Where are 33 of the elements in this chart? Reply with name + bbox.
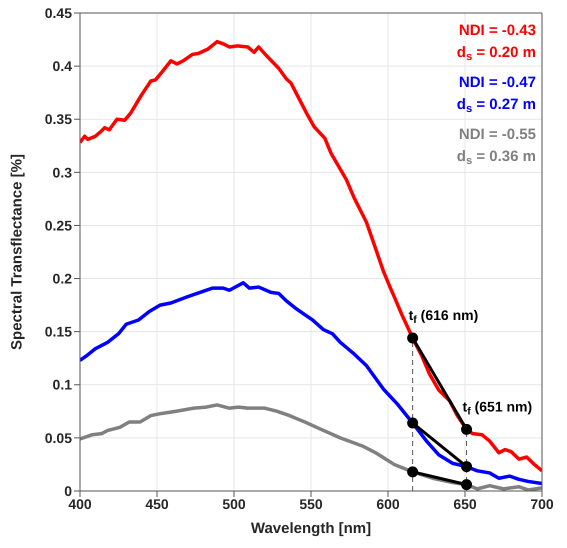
point (407, 418, 418, 429)
x-tick-label: 600 (376, 496, 400, 512)
annotation: NDI = -0.43 (458, 22, 536, 39)
x-axis-title: Wavelength [nm] (250, 520, 372, 537)
y-tick-label: 0.2 (52, 270, 72, 287)
x-tick-label: 450 (145, 496, 169, 512)
y-tick-label: 0.3 (52, 164, 72, 180)
y-tick-label: 0.35 (44, 111, 72, 128)
x-tick-label: 500 (222, 496, 246, 512)
y-tick-label: 0.05 (44, 430, 72, 446)
annotation: NDI = -0.55 (458, 126, 536, 143)
line-series (80, 281, 542, 486)
y-tick-label: 0.15 (44, 324, 72, 340)
point (407, 332, 418, 344)
point (407, 466, 418, 478)
annotation: t$_{f}$ (651 nm) (462, 398, 532, 418)
y-axis-title: Spectral Transflectance [%] (8, 154, 26, 350)
annotation: t$_{f}$ (616 nm) (408, 307, 478, 326)
x-tick-label: 650 (453, 496, 477, 512)
point (461, 424, 472, 435)
annotation: d$_{s}$ = 0.27 m (456, 96, 536, 116)
y-tick-label: 0.4 (52, 58, 72, 74)
point (461, 479, 472, 490)
annotation: d$_{s}$ = 0.20 m (456, 44, 536, 64)
annotation: NDI = -0.47 (458, 74, 536, 91)
line-series (80, 40, 542, 473)
x-tick-label: 700 (530, 496, 554, 512)
point (461, 461, 472, 472)
y-tick-label: 0.45 (44, 4, 72, 21)
annotation: d$_{s}$ = 0.36 m (456, 148, 536, 168)
y-tick-label: 0.1 (52, 376, 72, 393)
x-tick-label: 550 (299, 496, 323, 512)
y-tick-label: 0.25 (44, 217, 72, 234)
